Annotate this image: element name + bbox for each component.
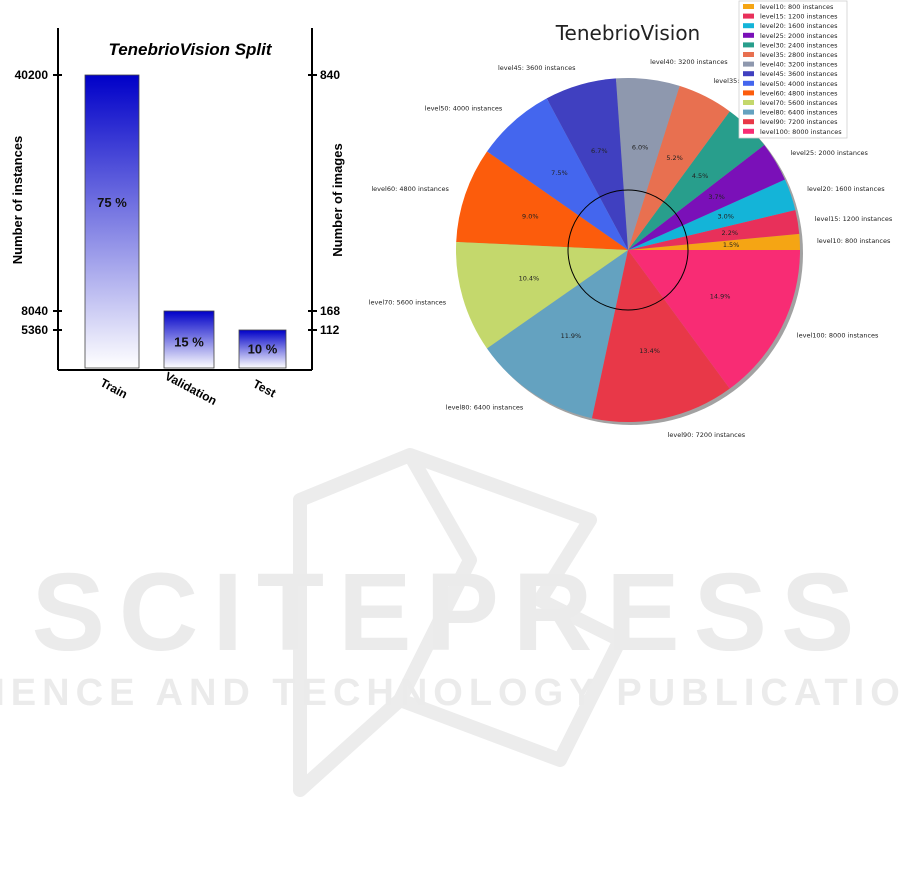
bar-validation [163, 310, 215, 369]
bar-frame [57, 28, 313, 371]
slice-percent-label: 9.0% [522, 213, 539, 221]
legend-entry: level25: 2000 instances [760, 32, 838, 40]
right-tick-label: 840 [320, 68, 340, 82]
legend-entry: level100: 8000 instances [760, 128, 842, 136]
slice-percent-label: 4.5% [692, 172, 709, 180]
bar-percent-label: 10 % [248, 342, 278, 357]
slice-percent-label: 2.2% [722, 229, 739, 237]
legend-entry: level35: 2800 instances [760, 51, 838, 59]
pie-slice [615, 78, 680, 250]
slice-label: level50: 4000 instances [425, 105, 503, 113]
slice-label: level90: 7200 instances [668, 431, 746, 439]
legend-swatch [743, 42, 754, 48]
watermark-subtitle: SCIENCE AND TECHNOLOGY PUBLICATIONS [0, 672, 901, 714]
pie-slice [591, 250, 730, 423]
legend-swatch [743, 52, 754, 57]
slice-label: level10: 800 instances [817, 237, 891, 245]
left-tick-label: 5360 [21, 323, 48, 337]
slice-label: level25: 2000 instances [790, 149, 868, 157]
legend-swatch [743, 61, 754, 67]
slice-percent-label: 3.7% [708, 193, 725, 201]
legend-entry: level50: 4000 instances [760, 80, 838, 88]
slice-percent-label: 10.4% [519, 275, 540, 283]
legend-swatch [743, 109, 754, 115]
legend-entry: level20: 1600 instances [760, 22, 838, 30]
slice-label: level20: 1600 instances [807, 185, 885, 193]
pie-slice [486, 98, 628, 251]
pie-slice [628, 145, 785, 250]
legend-swatch [743, 23, 754, 29]
pie-legend: level10: 800 instances level15: 1200 inst… [738, 0, 848, 139]
slice-label: level70: 5600 instances [369, 299, 447, 307]
slice-percent-label: 13.4% [639, 347, 660, 355]
legend-entry: level80: 6400 instances [760, 109, 838, 117]
right-axis-label: Number of images [330, 143, 345, 256]
slice-percent-label: 14.9% [710, 293, 731, 301]
watermark-title: SCITEPRESS [32, 551, 869, 674]
legend-swatch [743, 71, 754, 77]
pie-slice [628, 111, 765, 250]
watermark-book-icon [293, 448, 627, 797]
slice-label: level80: 6400 instances [446, 404, 524, 412]
pie-slice [456, 241, 628, 349]
slice-label: level45: 3600 instances [498, 64, 576, 72]
pie-center-ring [567, 189, 689, 311]
legend-swatch [743, 4, 754, 9]
legend-swatch [743, 128, 754, 134]
bar-axis-ticks: 40200 8040 5360 840 168 112 [15, 68, 341, 337]
bar-chart-title: TenebrioVision Split [108, 40, 272, 59]
slice-percent-label: 6.0% [632, 144, 649, 152]
pie-chart-title: TenebrioVision [555, 21, 701, 45]
slice-percent-label: 1.5% [723, 241, 740, 249]
pie-slice [628, 179, 796, 250]
bar-test [238, 329, 287, 369]
legend-swatch [743, 119, 754, 125]
pie-slice [628, 250, 800, 389]
bar-train [84, 74, 140, 369]
pie-slice [546, 78, 628, 251]
slice-label: level60: 4800 instances [371, 185, 449, 193]
bar-percent-label: 15 % [174, 334, 204, 349]
slice-label: level40: 3200 instances [650, 58, 728, 66]
left-tick-label: 40200 [15, 68, 49, 82]
slice-label: level15: 1200 instances [815, 215, 893, 223]
legend-swatch [743, 100, 754, 105]
left-tick-label: 8040 [21, 304, 48, 318]
legend-entry: level30: 2400 instances [760, 41, 838, 49]
right-tick-label: 168 [320, 304, 340, 318]
pie-slice [486, 250, 628, 419]
legend-entry: level60: 4800 instances [760, 89, 838, 97]
legend-entry: level10: 800 instances [760, 3, 834, 11]
pie-slice [456, 151, 628, 250]
legend-entry: level40: 3200 instances [760, 61, 838, 69]
legend-entry: level90: 7200 instances [760, 118, 838, 126]
legend-entry: level70: 5600 instances [760, 99, 838, 107]
bar-percent-label: 75 % [97, 195, 127, 210]
legend-swatch [743, 90, 754, 96]
legend-swatch [743, 13, 754, 19]
pie-slice [628, 210, 800, 250]
slice-percent-label: 6.7% [591, 147, 608, 155]
pie-slice [628, 85, 730, 251]
slice-percent-label: 5.2% [666, 154, 683, 162]
right-tick-label: 112 [320, 323, 340, 337]
pie-slices [456, 78, 800, 423]
left-axis-label: Number of instances [10, 136, 25, 265]
legend-box [738, 0, 848, 139]
legend-entry: level45: 3600 instances [760, 70, 838, 78]
pie-slice [628, 233, 800, 250]
slice-percent-label: 3.0% [717, 213, 734, 221]
slice-percent-label: 11.9% [561, 332, 582, 340]
slice-percent-label: 7.5% [551, 169, 568, 177]
legend-swatch [743, 80, 754, 86]
legend-swatch [743, 32, 754, 38]
slice-label: level100: 8000 instances [797, 332, 879, 340]
legend-entry: level15: 1200 instances [760, 13, 838, 21]
